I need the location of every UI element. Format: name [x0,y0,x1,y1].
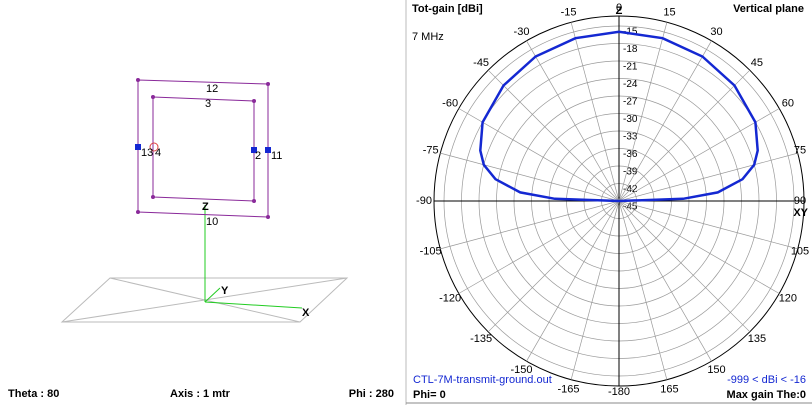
spoke [487,200,620,333]
angle-label: 75 [794,144,806,156]
r-tick-label: -24 [623,79,638,90]
load [251,147,257,153]
wire-label: 2 [255,150,261,162]
spoke [618,69,751,202]
gain-pattern [479,30,759,203]
angle-label: 15 [663,7,675,19]
angle-label: -90 [416,195,432,207]
angle-label: 105 [791,245,809,257]
spoke [458,108,620,202]
spoke [618,22,668,202]
range-note: -999 < dBi < -16 [727,374,806,386]
wire-label: 3 [205,98,211,110]
load [265,147,271,153]
angle-label: -120 [439,292,461,304]
phi-label: Phi= 0 [413,389,446,401]
r-tick-label: -33 [623,132,638,143]
feed-marker [149,142,159,152]
spoke [526,40,620,202]
spoke [618,200,751,333]
wire-label: 11 [271,150,282,162]
spoke [458,200,620,294]
angle-label: 165 [660,383,678,395]
axis-label-top: Z [616,5,623,17]
angle-label: -165 [558,383,580,395]
wire-label: 13 [141,147,153,159]
angle-label: -30 [514,26,530,38]
status-theta: Theta : 80 [8,388,59,400]
axis-label: X [302,307,310,319]
chart-title: Tot-gain [dBi] [412,3,483,15]
angle-label: -180 [608,386,630,398]
r-tick-label: -18 [623,44,638,55]
y-axis [204,287,221,303]
angle-label: 60 [782,97,794,109]
spoke [618,40,712,202]
spoke [618,200,668,380]
frequency: 7 MHz [412,31,444,43]
spoke [618,108,780,202]
angle-label: -150 [510,364,532,376]
r-tick-label: -27 [623,97,638,108]
angle-label: -15 [561,7,577,19]
wire-label: 4 [155,147,161,159]
r-tick-label: -39 [623,167,638,178]
file-name: CTL-7M-transmit-ground.out [413,374,552,386]
spoke [618,200,712,362]
wire-label: 10 [206,216,218,228]
r-tick-label: -36 [623,149,638,160]
r-tick-label: -45 [623,202,638,213]
angle-label: -135 [470,333,492,345]
spoke [618,200,798,250]
angle-label: 135 [748,333,766,345]
wire-label: 12 [206,83,218,95]
angle-label: -60 [442,97,458,109]
nodes [136,78,270,219]
angle-label: -75 [423,144,439,156]
source [135,144,141,150]
angle-label: -105 [420,245,442,257]
r-tick-label: -30 [623,114,638,125]
axis-label-right: XY [793,207,808,219]
plane-label: Vertical plane [733,3,804,15]
status-phi: Phi : 280 [349,388,394,400]
spoke [570,200,620,380]
spoke [487,69,620,202]
spoke [618,200,780,294]
geometry [60,78,349,323]
angle-label: 90 [794,195,806,207]
spoke [570,22,620,202]
spoke [440,152,620,202]
angle-label: 120 [779,292,797,304]
axis-label: Z [202,201,209,213]
axis-label: Y [221,285,229,297]
angle-label: 30 [710,26,722,38]
x-axis [204,301,303,309]
status-axis: Axis : 1 mtr [170,388,231,400]
angle-label: 150 [707,364,725,376]
r-tick-label: -15 [623,27,638,38]
max-gain: Max gain The:0 [727,389,806,401]
angle-label: -45 [473,57,489,69]
angle-label: 0 [616,2,622,14]
spoke [526,200,620,362]
r-tick-label: -21 [623,62,638,73]
spoke [440,200,620,250]
angle-label: 45 [751,57,763,69]
polar-plot: -15-18-21-24-27-30-33-36-39-42-450153045… [416,2,809,398]
spoke [618,152,798,202]
